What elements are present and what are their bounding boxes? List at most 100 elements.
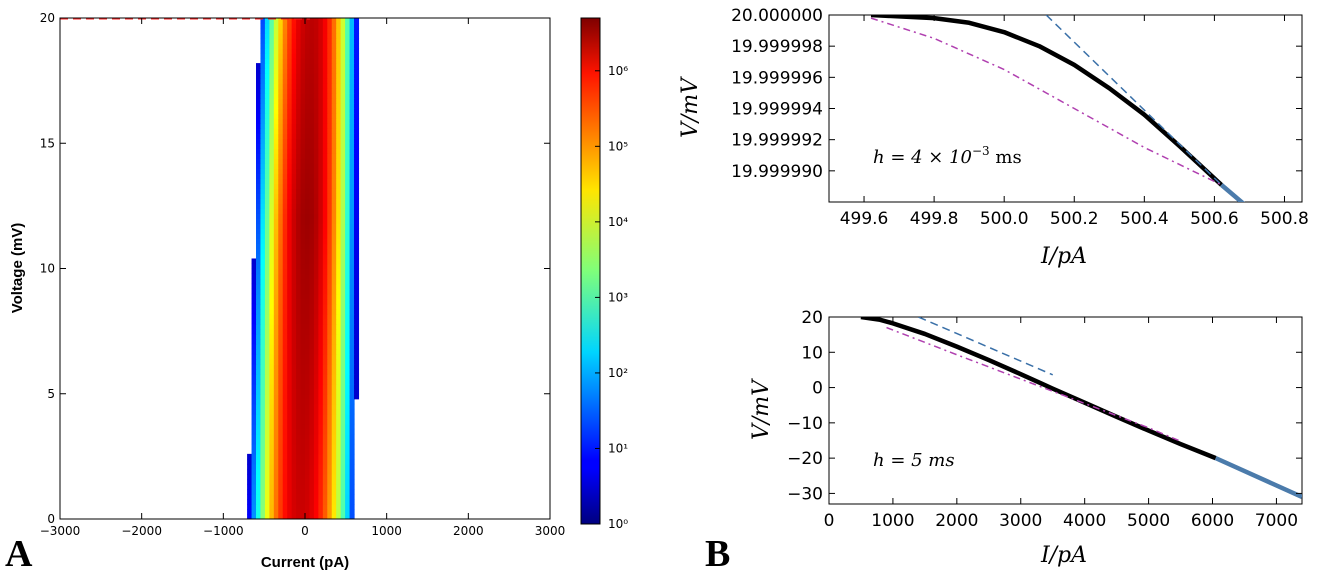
heatmap-cell — [291, 393, 297, 400]
heatmap-cell — [256, 188, 262, 194]
heatmap-cell — [336, 378, 342, 385]
heatmap-cell — [305, 383, 311, 390]
heatmap-cell — [287, 493, 293, 500]
heatmap-cell — [287, 88, 293, 94]
colorbar-tick-label: 10⁰ — [608, 517, 628, 531]
heatmap-cell — [291, 433, 297, 440]
heatmap-cell — [354, 288, 360, 295]
colorbar — [580, 17, 601, 525]
heatmap-cell — [345, 433, 351, 440]
heatmap-cell — [296, 358, 302, 365]
heatmap-cell — [251, 448, 257, 455]
heatmap-cell — [340, 93, 346, 99]
heatmap-cell — [260, 288, 266, 295]
heatmap-cell — [349, 373, 355, 380]
heatmap-cell — [309, 53, 315, 59]
heatmap-cell — [345, 158, 351, 164]
heatmap-cell — [331, 138, 337, 144]
heatmap-cell — [309, 308, 315, 315]
heatmap-cell — [354, 268, 360, 275]
heatmap-cell — [305, 353, 311, 360]
heatmap-cell — [260, 188, 266, 194]
heatmap-cell — [269, 303, 275, 310]
heatmap-cell — [273, 283, 279, 290]
heatmap-cell — [331, 18, 337, 24]
heatmap-cell — [287, 243, 293, 250]
heatmap-cell — [331, 368, 337, 375]
heatmap-cell — [282, 493, 288, 500]
heatmap-cell — [340, 48, 346, 54]
heatmap-cell — [313, 418, 319, 425]
heatmap-cell — [282, 253, 288, 260]
heatmap-cell — [269, 353, 275, 360]
heatmap-cell — [282, 378, 288, 385]
heatmap-cell — [340, 248, 346, 255]
heatmap-cell — [273, 243, 279, 250]
heatmap-cell — [260, 398, 266, 405]
colorbar-tick-label: 10⁶ — [608, 64, 628, 78]
heatmap-cell — [322, 218, 328, 225]
heatmap-cell — [291, 138, 297, 144]
heatmap-cell — [313, 378, 319, 385]
heatmap-cell — [269, 153, 275, 159]
heatmap-cell — [256, 288, 262, 295]
heatmap-cell — [336, 158, 342, 164]
heatmap-cell — [327, 38, 333, 44]
heatmap-cell — [269, 123, 275, 129]
heatmap-cell — [273, 293, 279, 300]
heatmap-cell — [305, 48, 311, 54]
heatmap-cell — [349, 343, 355, 350]
heatmap-cell — [309, 78, 315, 84]
heatmap-cell — [309, 88, 315, 94]
heatmap-cell — [300, 173, 306, 179]
heatmap-cell — [313, 233, 319, 240]
heatmap-cell — [322, 448, 328, 455]
heatmap-cell — [331, 223, 337, 230]
heatmap-cell — [260, 33, 266, 39]
heatmap-cell — [260, 203, 266, 209]
heatmap-cell — [318, 148, 324, 154]
heatmap-cell — [278, 513, 284, 519]
heatmap-cell — [354, 78, 360, 84]
heatmap-cell — [313, 33, 319, 39]
heatmap-cell — [327, 83, 333, 89]
y-tick-label-a: 15 — [40, 136, 55, 150]
colorbar-tick-label: 10⁴ — [608, 215, 628, 229]
heatmap-cell — [345, 493, 351, 500]
heatmap-cell — [318, 88, 324, 94]
heatmap-cell — [256, 153, 262, 159]
heatmap-cell — [313, 353, 319, 360]
heatmap-cell — [256, 403, 262, 410]
heatmap-cell — [282, 98, 288, 104]
heatmap-cell — [305, 243, 311, 250]
heatmap-cell — [278, 153, 284, 159]
heatmap-cell — [318, 228, 324, 235]
heatmap-cell — [247, 468, 253, 475]
heatmap-cell — [331, 168, 337, 174]
heatmap-cell — [291, 293, 297, 300]
heatmap-cell — [340, 38, 346, 44]
heatmap-cell — [336, 128, 342, 134]
heatmap-cell — [269, 393, 275, 400]
heatmap-cell — [349, 253, 355, 260]
heatmap-cell — [322, 323, 328, 330]
heatmap-cell — [247, 503, 253, 510]
heatmap-cell — [260, 268, 266, 275]
heatmap-cell — [322, 28, 328, 34]
heatmap-cell — [256, 203, 262, 209]
heatmap-cell — [309, 303, 315, 310]
heatmap-cell — [318, 338, 324, 345]
heatmap-cell — [273, 108, 279, 114]
heatmap-cell — [331, 493, 337, 500]
heatmap-cell — [260, 503, 266, 510]
heatmap-cell — [313, 318, 319, 325]
heatmap-cell — [278, 313, 284, 320]
heatmap-cell — [264, 423, 270, 430]
heatmap-cell — [336, 163, 342, 169]
heatmap-cell — [300, 303, 306, 310]
heatmap-cell — [278, 138, 284, 144]
heatmap-cell — [327, 378, 333, 385]
heatmap-cell — [282, 323, 288, 330]
heatmap-cell — [340, 478, 346, 485]
heatmap-cell — [260, 363, 266, 370]
